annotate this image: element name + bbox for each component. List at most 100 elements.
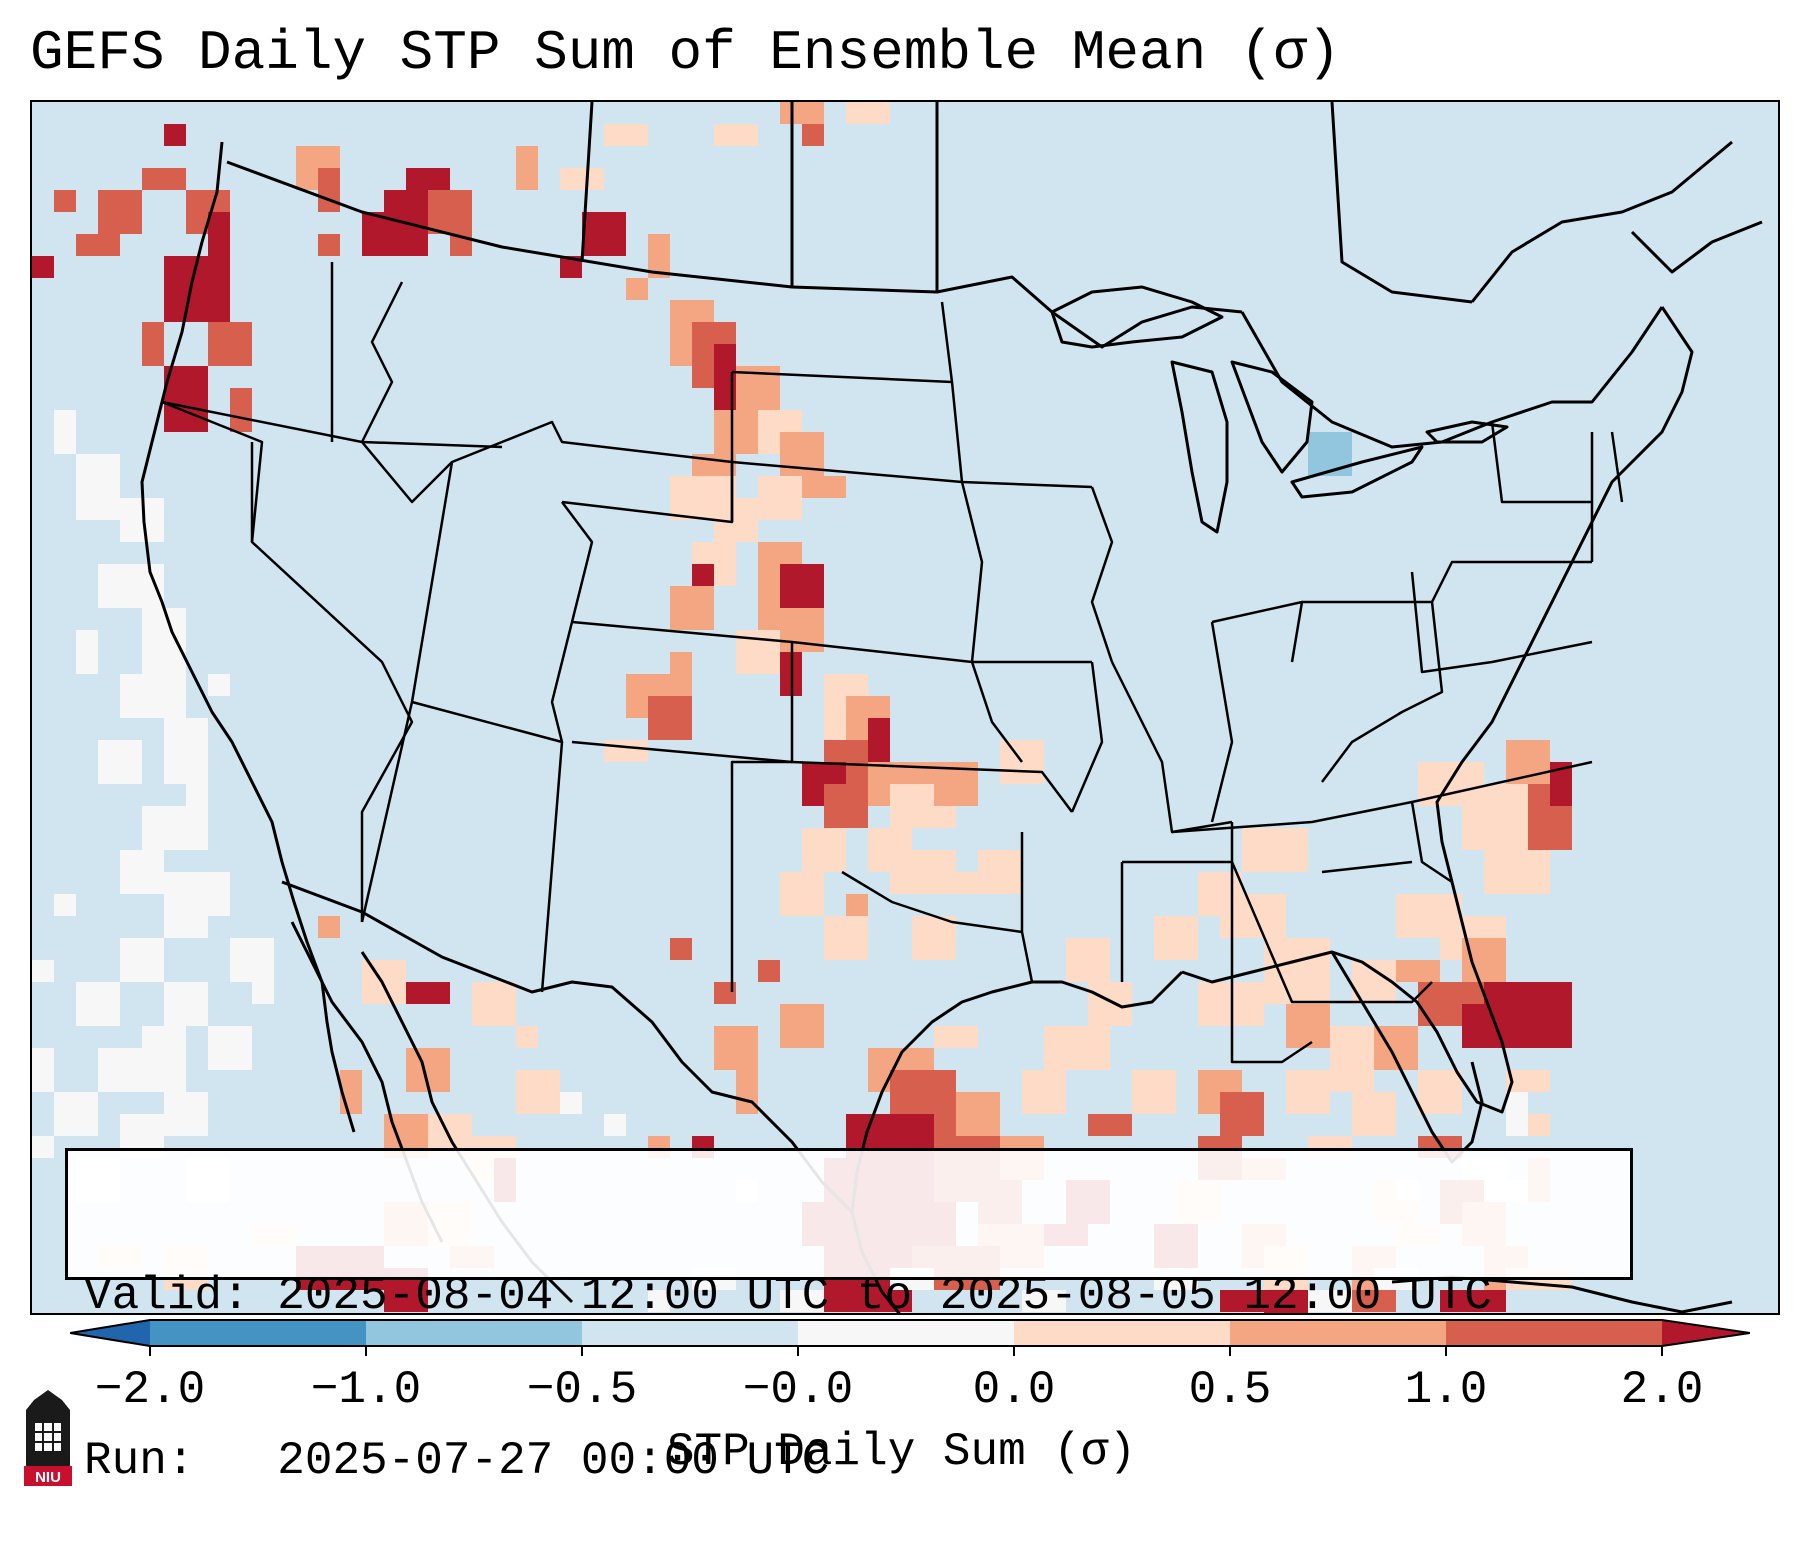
stp-grid-cell bbox=[1242, 828, 1308, 872]
stp-grid-cell bbox=[1022, 1070, 1066, 1114]
stp-grid-cell bbox=[1440, 1290, 1506, 1312]
stp-grid-cell bbox=[1132, 1070, 1176, 1114]
stp-grid-cell bbox=[54, 410, 76, 454]
stp-grid-cell bbox=[142, 322, 164, 366]
colorbar-segment bbox=[150, 1320, 367, 1346]
stp-grid-cell bbox=[780, 1290, 824, 1312]
niu-logo: NIU bbox=[24, 1390, 72, 1486]
stp-grid-cells bbox=[32, 102, 1572, 1313]
stp-grid-cell bbox=[560, 542, 582, 564]
stp-grid-cell bbox=[76, 234, 120, 256]
colorbar-segment bbox=[1014, 1320, 1231, 1346]
stp-grid-cell bbox=[120, 850, 164, 894]
stp-grid-cell bbox=[362, 960, 406, 1004]
stp-grid-cell bbox=[76, 630, 98, 674]
stp-grid-cell bbox=[1440, 476, 1462, 498]
stp-grid-cell bbox=[868, 718, 890, 762]
valid-time-text: Valid: 2025-08-04 12:00 UTC to 2025-08-0… bbox=[84, 1270, 1492, 1322]
stp-grid-cell bbox=[802, 476, 846, 498]
stp-grid-cell bbox=[516, 1070, 560, 1114]
stp-grid-cell bbox=[186, 278, 230, 322]
stp-grid-cell bbox=[1352, 1290, 1396, 1312]
colorbar-tick-label: 2.0 bbox=[1620, 1364, 1704, 1416]
coastlines-and-borders bbox=[140, 102, 1763, 1313]
lake-huron bbox=[1230, 360, 1314, 474]
stp-grid-cell bbox=[714, 1026, 758, 1070]
stp-grid-cell bbox=[670, 938, 692, 960]
stp-grid-cell bbox=[1308, 1290, 1352, 1312]
stp-grid-cell bbox=[494, 586, 560, 630]
stp-grid-cell bbox=[32, 256, 54, 278]
stp-grid-cell bbox=[1286, 1070, 1330, 1114]
stp-grid-cell bbox=[164, 872, 208, 938]
stp-grid-cell bbox=[1220, 1290, 1264, 1312]
stp-grid-cell bbox=[1088, 1114, 1132, 1136]
stp-grid-cell bbox=[164, 124, 186, 146]
stp-grid-cell bbox=[714, 124, 758, 146]
stp-grid-cell bbox=[1396, 960, 1440, 982]
colorbar-tick-label: 0.5 bbox=[1188, 1364, 1272, 1416]
stp-grid-cell bbox=[736, 1070, 758, 1114]
stp-grid-cell bbox=[1088, 982, 1132, 1026]
east-coastline bbox=[1181, 306, 1694, 1114]
colorbar-tick-label: 0.0 bbox=[972, 1364, 1056, 1416]
stp-grid-cell bbox=[516, 1026, 538, 1048]
stp-grid-cell bbox=[648, 234, 670, 278]
stp-grid-cell bbox=[230, 938, 274, 982]
stp-grid-cell bbox=[318, 168, 340, 212]
stp-grid-cell bbox=[1484, 850, 1550, 894]
stp-grid-cell bbox=[98, 740, 142, 784]
stp-grid-cell bbox=[714, 982, 736, 1004]
stp-grid-cell bbox=[1506, 476, 1528, 498]
lake-superior bbox=[1050, 285, 1224, 349]
stp-grid-cell bbox=[692, 564, 714, 586]
stp-grid-cell bbox=[846, 894, 868, 916]
stp-grid-cell bbox=[670, 652, 692, 674]
stp-grid-cell bbox=[780, 102, 824, 124]
stp-grid-cell bbox=[780, 872, 824, 916]
stp-grid-cell bbox=[1330, 1026, 1374, 1070]
stp-grid-cell bbox=[472, 564, 516, 586]
stp-grid-cell bbox=[98, 1048, 142, 1092]
stp-grid-cell bbox=[670, 586, 714, 630]
colorbar-tick-label: −0.5 bbox=[526, 1364, 638, 1416]
stp-grid-cell bbox=[142, 1026, 186, 1092]
us-mexico-border bbox=[281, 880, 854, 1214]
stp-grid-cell bbox=[1462, 784, 1528, 850]
stp-grid-cell bbox=[560, 168, 604, 190]
stp-grid-cell bbox=[1352, 278, 1396, 300]
stp-grid-cell bbox=[802, 124, 824, 146]
colorbar-segment bbox=[1446, 1320, 1663, 1346]
stp-grid-cell bbox=[1044, 1026, 1110, 1070]
stp-grid-cell bbox=[560, 256, 582, 278]
colorbar-segment bbox=[1230, 1320, 1447, 1346]
stp-grid-cell bbox=[978, 850, 1022, 894]
stp-grid-cell bbox=[956, 1092, 1000, 1136]
stp-grid-cell bbox=[516, 498, 538, 520]
stp-grid-cell bbox=[32, 1136, 54, 1158]
colorbar-title: STP Daily Sum (σ) bbox=[666, 1426, 1137, 1478]
lake-erie bbox=[1290, 445, 1424, 499]
stp-grid-cell bbox=[54, 190, 76, 212]
stp-grid-cell bbox=[912, 916, 956, 960]
stp-grid-cell bbox=[934, 872, 978, 894]
stp-grid-cell bbox=[208, 322, 252, 366]
stp-grid-cell bbox=[1264, 938, 1330, 1004]
stp-grid-cell bbox=[714, 344, 736, 410]
stp-grid-cell bbox=[428, 190, 472, 234]
stp-grid-cell bbox=[846, 102, 890, 124]
stp-grid-cell bbox=[362, 212, 384, 256]
stp-grid-cell bbox=[1484, 982, 1528, 1026]
stp-grid-cell bbox=[1264, 1290, 1308, 1313]
stp-grid-cell bbox=[186, 784, 208, 806]
stp-grid-cell bbox=[1418, 1070, 1462, 1114]
stp-grid-cell bbox=[1330, 476, 1374, 520]
stp-grid-cell bbox=[714, 410, 758, 454]
colorbar-tick-label: −1.0 bbox=[310, 1364, 422, 1416]
stp-grid-cell bbox=[208, 1026, 252, 1070]
stp-grid-cell bbox=[120, 674, 186, 718]
valid-run-info-box: Valid: 2025-08-04 12:00 UTC to 2025-08-0… bbox=[65, 1148, 1633, 1487]
stp-grid-cell bbox=[142, 608, 186, 674]
stp-grid-cell bbox=[626, 278, 648, 300]
colorbar bbox=[70, 1319, 1750, 1356]
